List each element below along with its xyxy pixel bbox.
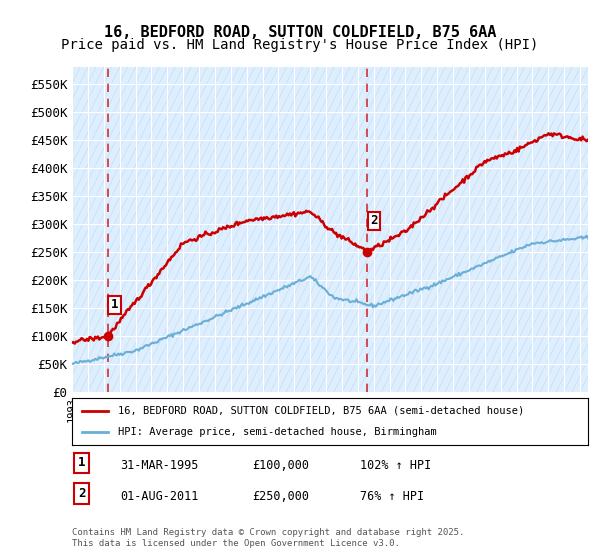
Text: 2: 2 bbox=[78, 487, 86, 500]
Text: 1: 1 bbox=[111, 298, 118, 311]
Text: 102% ↑ HPI: 102% ↑ HPI bbox=[360, 459, 431, 472]
Text: 2: 2 bbox=[370, 214, 377, 227]
Text: 76% ↑ HPI: 76% ↑ HPI bbox=[360, 490, 424, 503]
Text: 01-AUG-2011: 01-AUG-2011 bbox=[120, 490, 199, 503]
Text: HPI: Average price, semi-detached house, Birmingham: HPI: Average price, semi-detached house,… bbox=[118, 427, 437, 437]
Text: 16, BEDFORD ROAD, SUTTON COLDFIELD, B75 6AA (semi-detached house): 16, BEDFORD ROAD, SUTTON COLDFIELD, B75 … bbox=[118, 406, 524, 416]
Text: 16, BEDFORD ROAD, SUTTON COLDFIELD, B75 6AA: 16, BEDFORD ROAD, SUTTON COLDFIELD, B75 … bbox=[104, 25, 496, 40]
Text: Price paid vs. HM Land Registry's House Price Index (HPI): Price paid vs. HM Land Registry's House … bbox=[61, 38, 539, 52]
Text: Contains HM Land Registry data © Crown copyright and database right 2025.
This d: Contains HM Land Registry data © Crown c… bbox=[72, 528, 464, 548]
Text: £250,000: £250,000 bbox=[252, 490, 309, 503]
Text: £100,000: £100,000 bbox=[252, 459, 309, 472]
Text: 31-MAR-1995: 31-MAR-1995 bbox=[120, 459, 199, 472]
Text: 1: 1 bbox=[78, 456, 86, 469]
